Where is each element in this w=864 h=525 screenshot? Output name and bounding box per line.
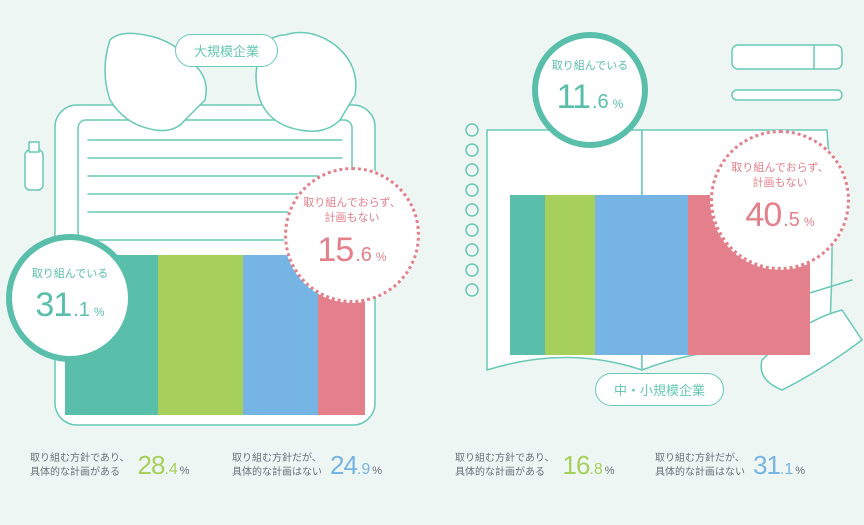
tag-large: 大規模企業 — [175, 34, 278, 67]
bubble-label: 計画もない — [753, 176, 808, 191]
foot-text: 取り組む方針だが、 具体的な計画はない — [655, 452, 745, 480]
foot-right-b: 取り組む方針だが、 具体的な計画はない 31 .1 % — [655, 450, 805, 481]
foot-right-a: 取り組む方針であり、 具体的な計画がある 16 .8 % — [455, 450, 615, 481]
bubble-left-engaged: 取り組んでいる 31 .1 % — [6, 234, 134, 362]
foot-num: 31 .1 % — [753, 450, 805, 481]
bubble-label: 計画もない — [325, 211, 380, 226]
bubble-left-none: 取り組んでおらず、 計画もない 15 .6 % — [284, 167, 420, 303]
panel-sme: 取り組んでいる 11 .6 % 取り組んでおらず、 計画もない 40 .5 % … — [432, 0, 864, 525]
foot-num: 24 .9 % — [330, 450, 382, 481]
bubble-label: 取り組んでいる — [552, 59, 628, 74]
foot-num: 28 .4 % — [138, 450, 190, 481]
bubble-right-none: 取り組んでおらず、 計画もない 40 .5 % — [710, 130, 850, 270]
bubble-value: 40 .5 % — [745, 193, 814, 239]
foot-num: 16 .8 % — [563, 450, 615, 481]
stack-segment — [545, 195, 595, 355]
bubble-value: 15 .6 % — [317, 228, 386, 274]
foot-text: 取り組む方針であり、 具体的な計画がある — [455, 452, 555, 480]
bubble-label: 取り組んでおらず、 — [731, 161, 828, 176]
foot-left-b: 取り組む方針だが、 具体的な計画はない 24 .9 % — [232, 450, 382, 481]
stack-segment — [510, 195, 545, 355]
bubble-value: 11 .6 % — [557, 75, 624, 121]
bubble-label: 取り組んでおらず、 — [303, 196, 400, 211]
foot-text: 取り組む方針だが、 具体的な計画はない — [232, 452, 322, 480]
stack-segment — [158, 255, 243, 415]
stack-segment — [595, 195, 688, 355]
foot-left-a: 取り組む方針であり、 具体的な計画がある 28 .4 % — [30, 450, 190, 481]
bubble-right-engaged: 取り組んでいる 11 .6 % — [532, 32, 648, 148]
bubble-label: 取り組んでいる — [32, 267, 108, 282]
tag-sme: 中・小規模企業 — [595, 373, 724, 406]
bubble-value: 31 .1 % — [35, 283, 104, 329]
panel-large-enterprise: 取り組んでいる 31 .1 % 取り組んでおらず、 計画もない 15 .6 % … — [0, 0, 432, 525]
foot-text: 取り組む方針であり、 具体的な計画がある — [30, 452, 130, 480]
